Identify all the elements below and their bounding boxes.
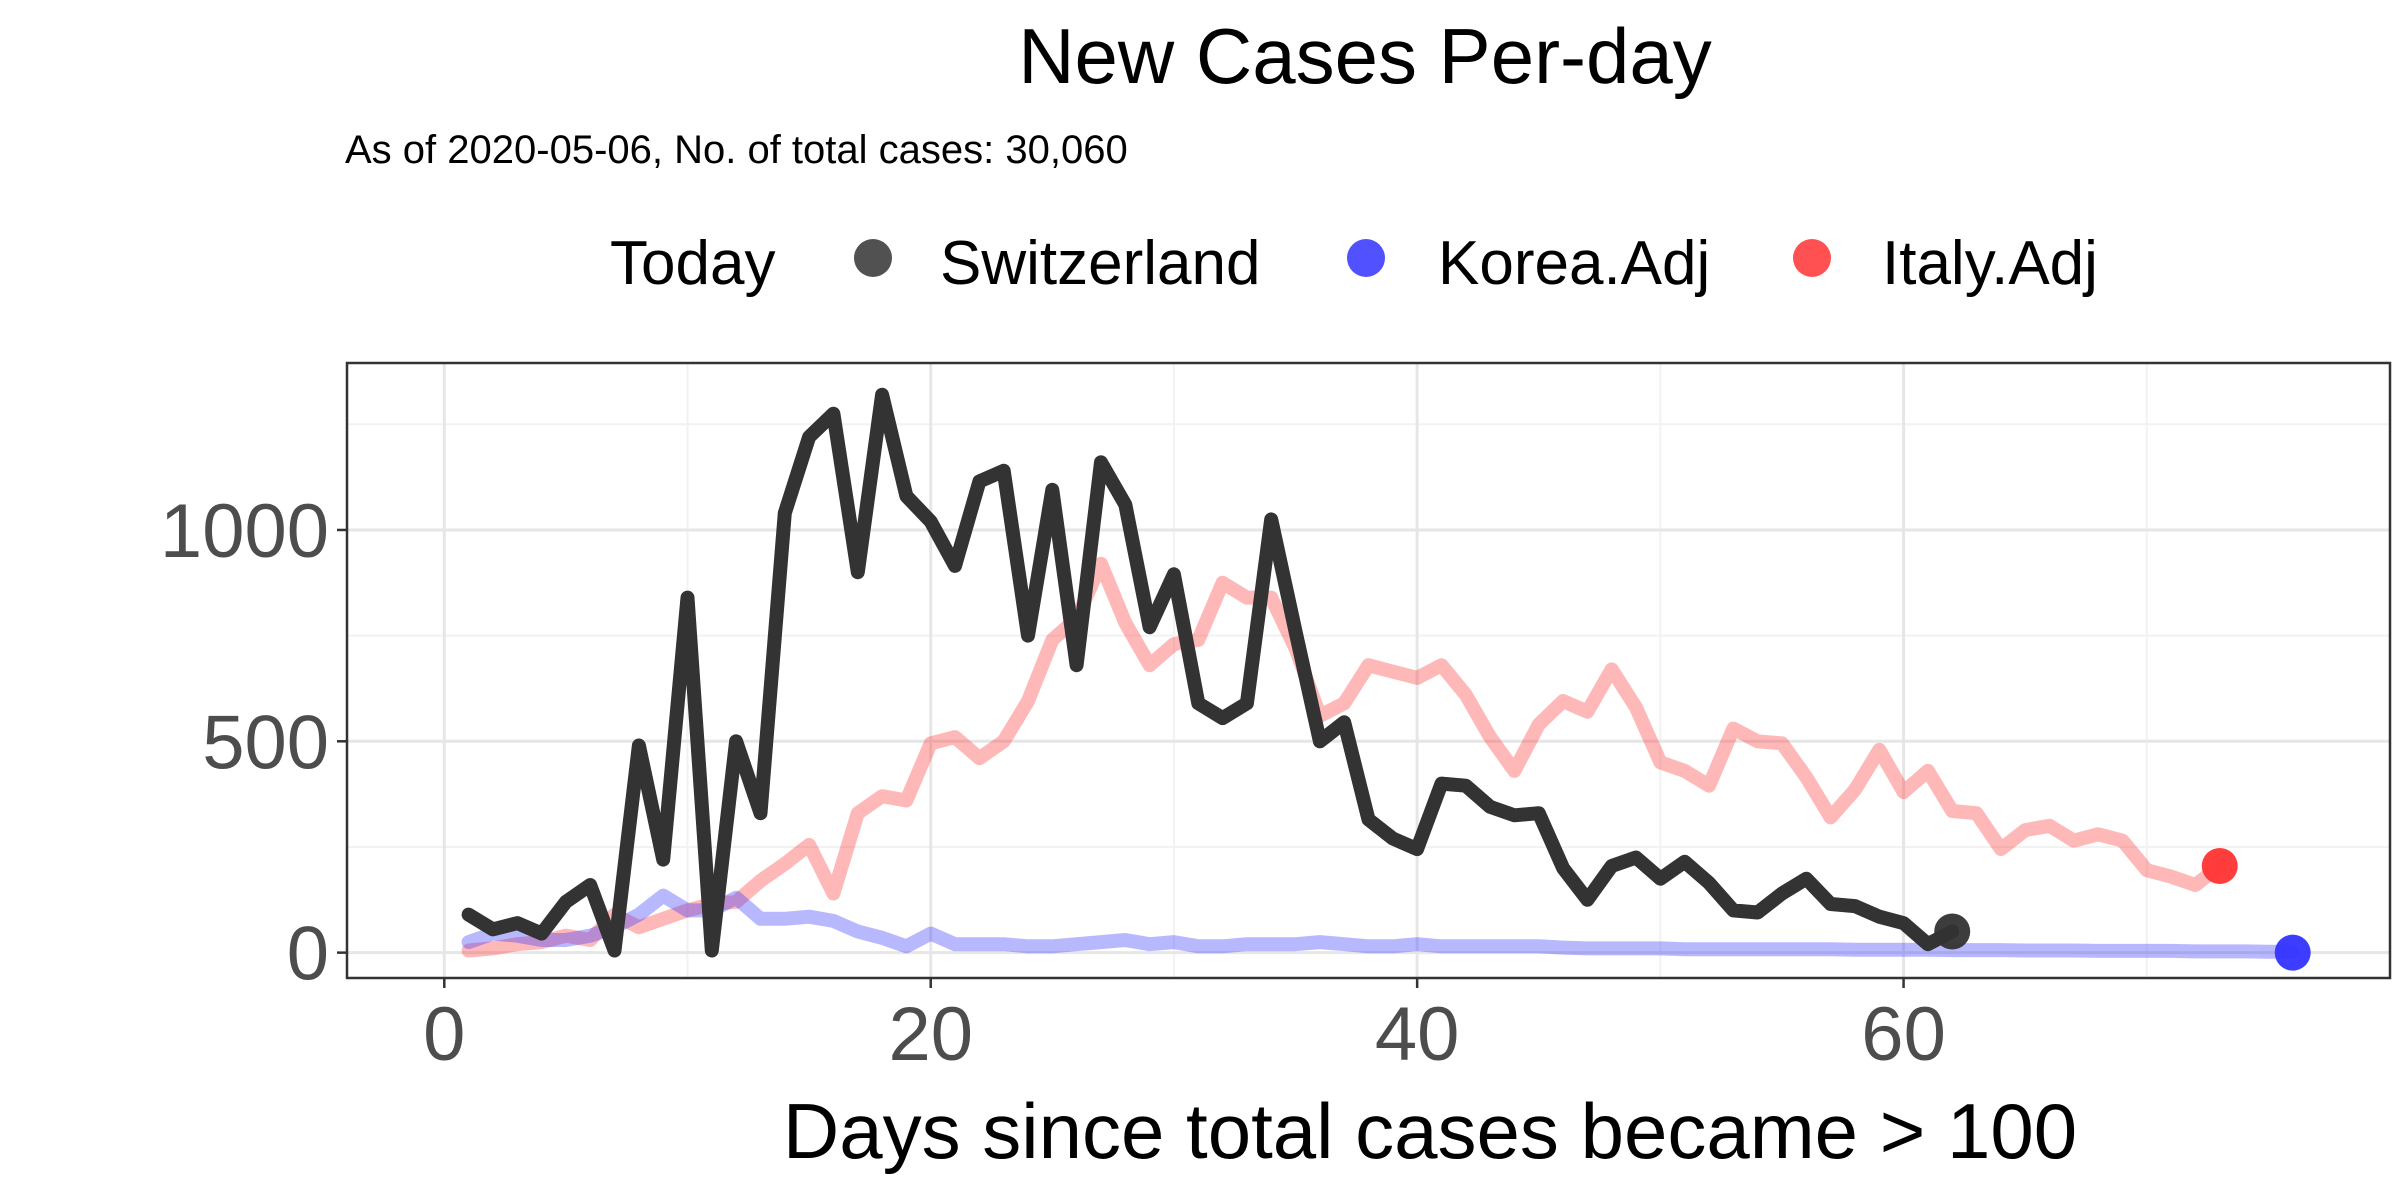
series-line-switzerland [461, 387, 1960, 958]
legend-key-korea [1347, 239, 1385, 277]
today-point-switzerland [1934, 913, 1971, 950]
legend-entry-korea: Korea.Adj [1347, 229, 1710, 298]
x-tick-label: 40 [1375, 992, 1460, 1077]
y-tick-label: 1000 [160, 489, 329, 574]
legend-label-italy: Italy.Adj [1882, 229, 2098, 298]
legend-key-italy [1793, 239, 1831, 277]
x-axis-label: Days since total cases became > 100 [783, 1087, 2077, 1175]
series-lines [461, 387, 2300, 959]
x-tick-label: 20 [888, 992, 973, 1077]
axes: 0 20 40 60 0 500 1000 [160, 489, 1946, 1077]
legend-entry-italy: Italy.Adj [1793, 229, 2098, 298]
legend-title: Today [610, 229, 775, 298]
y-tick-label: 500 [202, 700, 329, 785]
legend-entry-switzerland: Switzerland [854, 229, 1260, 298]
legend-label-korea: Korea.Adj [1438, 229, 1710, 298]
chart-title: New Cases Per-day [1018, 12, 1712, 100]
y-tick-label: 0 [287, 912, 329, 997]
chart-subtitle: As of 2020-05-06, No. of total cases: 30… [345, 128, 1128, 172]
x-tick-label: 60 [1861, 992, 1946, 1077]
plot-panel [345, 361, 2392, 980]
legend: Today Switzerland Korea.Adj Italy.Adj [610, 229, 2098, 298]
series-line-italy-adj [461, 556, 2227, 958]
legend-label-switzerland: Switzerland [940, 229, 1260, 298]
series-line-korea-adj [461, 888, 2300, 959]
series-today-points [1934, 847, 2311, 971]
x-tick-label: 0 [423, 992, 465, 1077]
legend-key-switzerland [854, 239, 892, 277]
today-point-korea-adj [2274, 934, 2311, 971]
today-point-italy-adj [2201, 847, 2238, 884]
